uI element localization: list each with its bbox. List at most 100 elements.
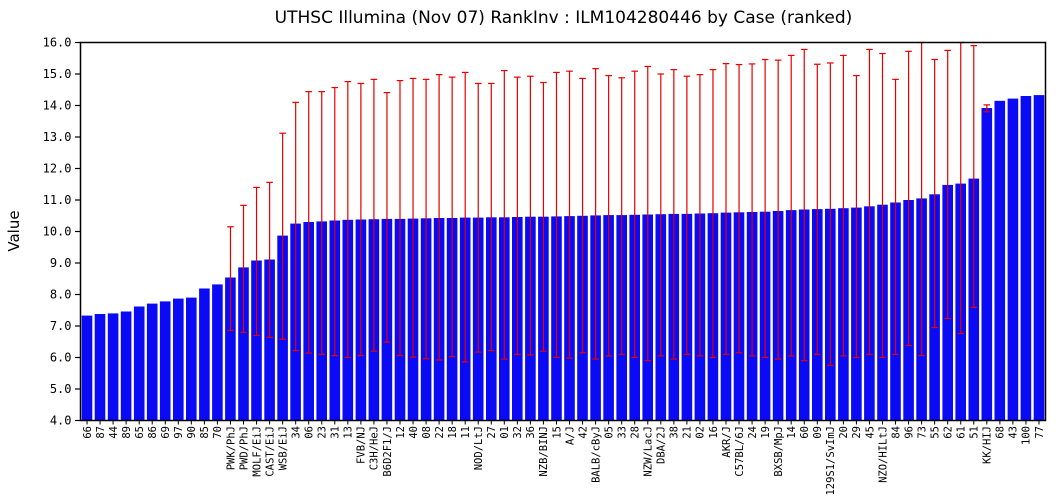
x-tick-label: 90: [186, 426, 198, 439]
x-tick-label: 84: [890, 426, 902, 439]
x-tick-label: 45: [864, 426, 876, 439]
x-tick-label: 87: [95, 426, 107, 439]
x-tick-label: NZO/HILtJ: [877, 426, 889, 483]
x-tick-label: 28: [630, 426, 642, 439]
bar: [212, 284, 223, 421]
x-tick-label: 01: [499, 426, 511, 439]
x-tick-label: A/J: [564, 426, 576, 445]
x-tick-label: 23: [317, 426, 329, 439]
x-tick-label: DBA/2J: [656, 426, 668, 464]
x-tick-label: NOD/LtJ: [473, 426, 485, 470]
x-tick-label: 33: [616, 426, 628, 439]
x-tick-label: 02: [695, 426, 707, 439]
x-tick-label: 62: [942, 426, 954, 439]
bar: [1020, 96, 1032, 421]
x-tick-label: 34: [290, 426, 302, 439]
bar: [981, 108, 993, 421]
x-tick-label: 14: [786, 426, 798, 439]
x-tick-label: BXSB/MpJ: [773, 426, 785, 477]
y-tick-label: 9.0: [50, 256, 72, 270]
x-tick-label: 73: [916, 426, 928, 439]
y-tick-label: 13.0: [43, 130, 72, 144]
y-tick-label: 16.0: [43, 36, 72, 50]
bar: [264, 259, 275, 421]
bar: [994, 100, 1006, 421]
x-tick-label: 61: [956, 426, 968, 439]
x-tick-label: FVB/NJ: [356, 426, 368, 464]
x-tick-label: 100: [1021, 426, 1033, 445]
y-tick-label: 4.0: [50, 414, 72, 428]
x-tick-label: CAST/EiJ: [264, 426, 276, 477]
bar: [251, 260, 262, 421]
x-tick-label: 16: [708, 426, 720, 439]
x-tick-label: 06: [304, 426, 316, 439]
x-tick-label: 24: [747, 426, 759, 439]
x-tick-label: 65: [134, 426, 146, 439]
x-tick-label: 40: [408, 426, 420, 439]
x-tick-label: 89: [121, 426, 133, 439]
x-tick-label: B6D2F1/J: [382, 426, 394, 477]
x-tick-label: 20: [838, 426, 850, 439]
x-tick-label: 21: [682, 426, 694, 439]
x-tick-label: 09: [812, 426, 824, 439]
y-tick-label: 6.0: [50, 351, 72, 365]
plot-frame: [79, 41, 1047, 422]
x-tick-label: WSB/EiJ: [277, 426, 289, 470]
x-tick-label: PWD/PhJ: [238, 426, 250, 470]
x-tick-label: 18: [447, 426, 459, 439]
x-tick-label: 96: [903, 426, 915, 439]
x-tick-label: 29: [851, 426, 863, 439]
bar: [146, 303, 158, 421]
x-tick-label: 05: [603, 426, 615, 439]
bar: [173, 298, 184, 421]
x-tick-label: 42: [577, 426, 589, 439]
y-tick-label: 8.0: [50, 288, 72, 302]
x-tick-label: 68: [995, 426, 1007, 439]
bar: [81, 315, 93, 421]
bar: [107, 313, 119, 421]
x-tick-label: 44: [108, 426, 120, 439]
y-tick-label: 12.0: [43, 162, 72, 176]
x-tick-label: 13: [343, 426, 355, 439]
y-tick-label: 7.0: [50, 319, 72, 333]
x-tick-label: 12: [395, 426, 407, 439]
bar: [120, 311, 132, 421]
x-tick-label: 32: [512, 426, 524, 439]
x-tick-label: C3H/HeJ: [369, 426, 381, 470]
x-tick-label: 85: [199, 426, 211, 439]
bar: [238, 267, 249, 421]
x-tick-label: 86: [147, 426, 159, 439]
x-tick-label: 70: [212, 426, 224, 439]
bar: [1007, 98, 1019, 421]
bar: [1033, 95, 1045, 421]
x-tick-label: 51: [969, 426, 981, 439]
x-tick-label: 66: [82, 426, 94, 439]
x-tick-label: 36: [525, 426, 537, 439]
chart-title: UTHSC Illumina (Nov 07) RankInv : ILM104…: [274, 8, 853, 28]
x-tick-label: 69: [160, 426, 172, 439]
bar: [186, 297, 197, 421]
y-tick-label: 11.0: [43, 193, 72, 207]
x-tick-label: 19: [760, 426, 772, 439]
x-tick-label: 55: [929, 426, 941, 439]
x-tick-label: 27: [486, 426, 498, 439]
x-tick-label: MOLF/EiJ: [251, 426, 263, 477]
bar: [133, 306, 145, 421]
x-tick-label: 08: [421, 426, 433, 439]
x-tick-label: NZW/LacJ: [643, 426, 655, 477]
y-tick-label: 5.0: [50, 382, 72, 396]
x-tick-label: 38: [669, 426, 681, 439]
x-tick-label: 11: [460, 426, 472, 439]
x-tick-label: AKR/J: [721, 426, 733, 458]
bar: [94, 314, 106, 421]
x-tick-label: NZB/BINJ: [538, 426, 550, 477]
x-tick-label: C57BL/6J: [734, 426, 746, 477]
x-tick-label: 31: [330, 426, 342, 439]
x-tick-label: 77: [1034, 426, 1046, 439]
bar: [159, 301, 171, 421]
x-tick-label: BALB/cByJ: [590, 426, 602, 483]
bar: [199, 288, 210, 421]
x-tick-label: 22: [434, 426, 446, 439]
